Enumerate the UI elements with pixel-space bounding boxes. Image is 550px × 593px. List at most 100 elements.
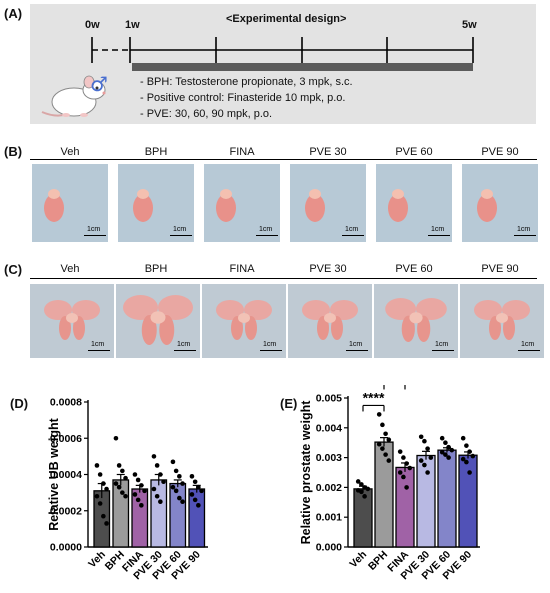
data-point: [467, 470, 472, 475]
scale-bar: [428, 235, 450, 236]
design-item-positive-control: - Positive control: Finasteride 10 mpk, …: [140, 92, 346, 104]
data-point: [401, 474, 406, 480]
data-point: [397, 449, 403, 454]
male-symbol: ♂: [90, 72, 108, 96]
scale-bar: [432, 350, 454, 351]
scale-label: 1cm: [259, 226, 273, 233]
data-point: [196, 484, 201, 490]
data-point: [189, 474, 195, 479]
scale-label: 1cm: [87, 226, 101, 233]
experimental-design-box: <Experimental design> 0w 1w 5w ♂ - BPH: …: [30, 4, 536, 124]
panel-c-rule: [30, 278, 537, 279]
panel-b-group-label: FINA: [229, 146, 255, 158]
data-point: [158, 472, 163, 477]
data-point: [113, 435, 119, 441]
data-point: [173, 468, 179, 474]
data-point: [196, 503, 201, 508]
data-point: [161, 479, 166, 485]
ub-photo: [204, 164, 280, 242]
data-point: [464, 443, 469, 448]
panel-c-group-label: PVE 30: [309, 263, 347, 275]
bar: [93, 490, 111, 548]
data-point: [380, 446, 385, 451]
panel-label-c: (C): [4, 262, 23, 277]
week-label-0w: 0w: [85, 19, 100, 31]
data-point: [418, 458, 424, 463]
data-point: [116, 484, 122, 490]
y-tick-label: 0.001: [316, 512, 342, 524]
data-point: [132, 472, 138, 477]
data-point: [355, 479, 361, 484]
data-point: [113, 481, 119, 486]
y-tick-label: 0.0008: [50, 397, 82, 409]
scale-label: 1cm: [173, 226, 187, 233]
data-point: [94, 493, 100, 499]
scale-label: 1cm: [521, 341, 535, 348]
y-tick-label: 0.003: [316, 452, 342, 464]
ub-photo: [118, 164, 194, 242]
design-item-pve: - PVE: 30, 60, 90 mpk, p.o.: [140, 108, 273, 120]
scale-label: 1cm: [91, 341, 105, 348]
data-point: [154, 493, 160, 499]
data-point: [376, 441, 382, 447]
data-point: [422, 462, 427, 468]
bar: [112, 479, 130, 548]
data-point: [151, 486, 157, 492]
x-tick-label: BPH: [366, 549, 390, 573]
week-label-1w: 1w: [125, 19, 140, 31]
data-point: [94, 463, 100, 468]
data-point: [380, 422, 385, 428]
bar: [437, 449, 457, 548]
bar: [188, 488, 206, 548]
scale-label: 1cm: [177, 341, 191, 348]
data-point: [158, 499, 163, 504]
data-point: [170, 459, 176, 465]
data-point: [460, 456, 466, 462]
ub-photo: [462, 164, 538, 242]
data-point: [123, 493, 128, 499]
data-point: [401, 455, 406, 460]
design-item-bph: - BPH: Testosterone propionate, 3 mpk, s…: [140, 76, 353, 88]
scale-label: 1cm: [517, 226, 531, 233]
data-point: [464, 459, 469, 465]
data-point: [177, 474, 182, 479]
y-axis-label: Relative UB weight: [47, 417, 61, 530]
y-tick-label: 0.0002: [50, 505, 82, 517]
ub-photo: [290, 164, 366, 242]
data-point: [154, 463, 160, 468]
data-point: [139, 483, 144, 488]
panel-c-group-label: BPH: [144, 263, 168, 275]
data-point: [425, 470, 430, 475]
data-point: [101, 481, 106, 486]
panel-c-group-label: PVE 90: [481, 263, 519, 275]
panel-b-group-label: PVE 60: [395, 146, 433, 158]
data-point: [386, 458, 392, 463]
scale-bar: [518, 350, 540, 351]
y-tick-label: 0.0000: [50, 542, 82, 554]
scale-label: 1cm: [435, 341, 449, 348]
data-point: [101, 513, 106, 519]
data-point: [439, 449, 445, 455]
prostate-photo: [374, 284, 458, 358]
data-point: [189, 492, 195, 497]
panel-label-b: (B): [4, 144, 23, 159]
data-point: [132, 492, 138, 497]
prostate-photo: [116, 284, 200, 358]
data-point: [123, 475, 128, 481]
chart-relative-ub-weight: 0.0000 0.0002 0.0004 0.0006 0.0008 Relative U…: [47, 397, 208, 582]
data-point: [443, 440, 448, 445]
y-tick-label: 0.0004: [50, 469, 82, 481]
data-point: [449, 447, 455, 453]
data-point: [359, 489, 364, 495]
y-tick-label: 0.000: [316, 542, 342, 554]
data-point: [460, 435, 466, 441]
scale-label: 1cm: [431, 226, 445, 233]
prostate-photo: [30, 284, 114, 358]
y-tick-label: 0.0006: [50, 433, 82, 445]
scale-bar: [256, 235, 278, 236]
data-point: [397, 470, 403, 475]
data-point: [359, 482, 364, 487]
data-point: [120, 468, 125, 474]
data-point: [173, 488, 179, 494]
